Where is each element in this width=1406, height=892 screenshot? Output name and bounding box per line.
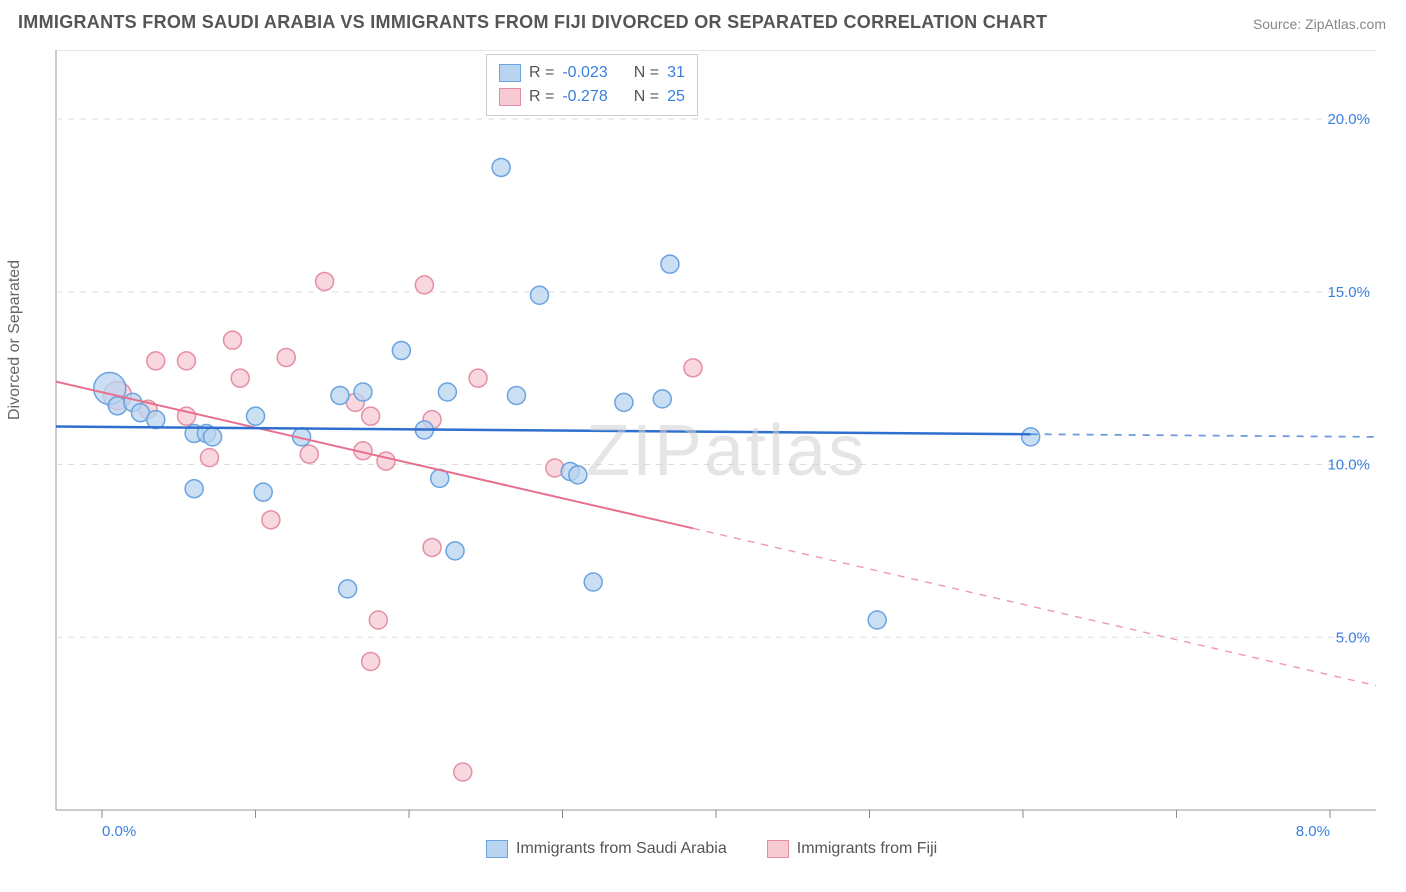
legend-swatch-icon [499, 64, 521, 82]
legend-label: Immigrants from Saudi Arabia [516, 840, 727, 858]
legend-swatch-icon [767, 840, 789, 858]
chart-area: 5.0%10.0%15.0%20.0%0.0%8.0% ZIPatlas R =… [46, 50, 1386, 840]
n-label: N = [634, 85, 659, 109]
r-value: -0.023 [562, 61, 607, 85]
n-value: 25 [667, 85, 685, 109]
source-link[interactable]: ZipAtlas.com [1305, 16, 1386, 32]
legend-row: R = -0.023 N = 31 [499, 61, 685, 85]
series-legend: Immigrants from Saudi Arabia Immigrants … [486, 840, 937, 858]
svg-text:10.0%: 10.0% [1327, 457, 1370, 474]
svg-text:20.0%: 20.0% [1327, 111, 1370, 128]
legend-item: Immigrants from Fiji [767, 840, 937, 858]
svg-text:5.0%: 5.0% [1336, 629, 1370, 646]
legend-swatch-icon [486, 840, 508, 858]
r-label: R = [529, 61, 554, 85]
source-prefix: Source: [1253, 16, 1305, 32]
svg-text:15.0%: 15.0% [1327, 284, 1370, 301]
r-label: R = [529, 85, 554, 109]
n-label: N = [634, 61, 659, 85]
legend-item: Immigrants from Saudi Arabia [486, 840, 727, 858]
n-value: 31 [667, 61, 685, 85]
y-axis-label: Divorced or Separated [6, 260, 24, 420]
source-attribution: Source: ZipAtlas.com [1253, 16, 1386, 32]
legend-swatch-icon [499, 88, 521, 106]
legend-row: R = -0.278 N = 25 [499, 85, 685, 109]
r-value: -0.278 [562, 85, 607, 109]
legend-label: Immigrants from Fiji [797, 840, 937, 858]
correlation-legend: R = -0.023 N = 31 R = -0.278 N = 25 [486, 54, 698, 116]
chart-title: IMMIGRANTS FROM SAUDI ARABIA VS IMMIGRAN… [18, 12, 1047, 33]
svg-text:8.0%: 8.0% [1296, 823, 1330, 840]
svg-text:0.0%: 0.0% [102, 823, 136, 840]
scatter-chart-svg: 5.0% 10.0% 15.0% 20.0% 0.0% 8.0% [46, 50, 1386, 840]
